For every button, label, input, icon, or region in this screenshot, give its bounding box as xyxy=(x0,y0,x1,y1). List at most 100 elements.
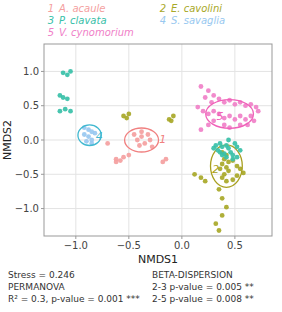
point xyxy=(105,141,110,146)
point xyxy=(199,84,204,89)
chart: −1.0−0.50.00.5−1.0−0.50.00.51.0NMDS1NMDS… xyxy=(0,0,282,312)
legend-label: S. savaglia xyxy=(171,15,225,26)
point xyxy=(114,160,119,165)
point xyxy=(146,132,151,137)
plot-area xyxy=(44,44,272,236)
legend-number: 1 xyxy=(48,3,54,14)
point xyxy=(224,155,229,160)
point xyxy=(226,160,231,165)
point xyxy=(199,127,204,132)
point xyxy=(124,116,129,121)
point xyxy=(171,114,176,119)
annotation: R² = 0.3, p-value = 0.001 *** xyxy=(8,294,140,304)
point xyxy=(206,123,211,128)
point xyxy=(203,179,208,184)
point xyxy=(126,153,131,158)
y-tick-label: −1.0 xyxy=(15,203,39,214)
y-tick-label: 0.5 xyxy=(23,100,39,111)
point xyxy=(82,132,87,137)
point xyxy=(135,138,140,143)
point xyxy=(195,105,200,110)
point xyxy=(224,179,229,184)
point xyxy=(203,95,208,100)
point xyxy=(238,148,243,153)
point xyxy=(139,134,144,139)
point xyxy=(118,158,123,163)
point xyxy=(211,93,216,98)
legend-number: 2 xyxy=(160,3,166,14)
grid-line xyxy=(44,71,272,72)
legend-label: E. cavolini xyxy=(171,3,222,14)
point xyxy=(226,168,231,173)
point xyxy=(230,153,235,158)
legend: 1A. acaule2E. cavolini3P. clavata4S. sav… xyxy=(48,3,226,38)
y-tick-label: −0.5 xyxy=(15,169,39,180)
plot-frame xyxy=(44,44,272,236)
x-tick-label: 0.0 xyxy=(174,240,190,251)
point xyxy=(227,114,232,119)
point xyxy=(227,125,232,130)
group-number: 2 xyxy=(212,163,219,176)
point xyxy=(201,109,206,114)
point xyxy=(220,153,225,158)
point xyxy=(58,93,63,98)
point xyxy=(220,213,225,218)
point xyxy=(217,187,222,192)
point xyxy=(139,129,144,134)
point xyxy=(211,109,216,114)
grid-line xyxy=(44,105,272,106)
series xyxy=(105,129,168,164)
point xyxy=(230,177,235,182)
point xyxy=(199,175,204,180)
legend-number: 5 xyxy=(48,27,54,38)
x-tick-label: −0.5 xyxy=(117,240,141,251)
point xyxy=(206,88,211,93)
point xyxy=(63,107,68,112)
point xyxy=(224,205,229,210)
point xyxy=(220,196,225,201)
point xyxy=(222,123,227,128)
y-tick-label: 1.0 xyxy=(23,66,39,77)
grid xyxy=(44,44,272,236)
point xyxy=(235,173,240,178)
point xyxy=(220,162,225,167)
legend-number: 3 xyxy=(48,15,54,26)
series xyxy=(121,112,246,233)
annotation: 2-5 p-value = 0.008 ** xyxy=(152,294,254,304)
group-number: 1 xyxy=(159,133,166,146)
point xyxy=(68,109,73,114)
point xyxy=(211,118,216,123)
point xyxy=(230,157,235,162)
x-tick-label: 0.5 xyxy=(227,240,243,251)
annotations: Stress = 0.246PERMANOVAR² = 0.3, p-value… xyxy=(8,270,254,304)
ellipse xyxy=(125,128,159,152)
point xyxy=(206,112,211,117)
grid-line xyxy=(44,208,272,209)
point xyxy=(160,160,165,165)
point xyxy=(226,138,231,143)
point xyxy=(137,143,142,148)
legend-number: 4 xyxy=(160,15,166,26)
point xyxy=(84,139,89,144)
point xyxy=(232,117,237,122)
x-axis-label: NMDS1 xyxy=(138,253,178,266)
point xyxy=(217,228,222,233)
point xyxy=(220,144,225,149)
point xyxy=(65,96,70,101)
series xyxy=(195,84,260,132)
point xyxy=(256,109,261,114)
point xyxy=(192,172,197,177)
point xyxy=(213,221,218,226)
point xyxy=(227,98,232,103)
annotation: 2-3 p-value = 0.005 ** xyxy=(152,282,254,292)
x-tick-label: −1.0 xyxy=(64,240,88,251)
point xyxy=(226,146,231,151)
data-layer xyxy=(58,69,261,233)
point xyxy=(142,141,147,146)
group-number: 5 xyxy=(217,110,224,123)
point xyxy=(61,70,66,75)
point xyxy=(148,138,153,143)
group-number: 4 xyxy=(96,130,103,143)
point xyxy=(232,102,237,107)
annotation: PERMANOVA xyxy=(8,282,66,292)
